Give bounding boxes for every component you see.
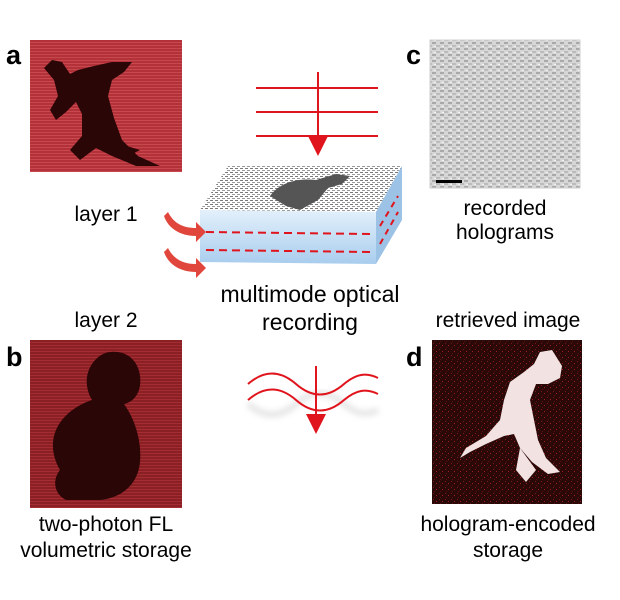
panel-letter-d: d [406,342,423,372]
curved-arrow-icon [164,212,206,278]
panel-b-image [30,340,182,508]
slab-kangaroo [270,174,350,210]
caption-layer-2: layer 2 [74,309,138,332]
kangaroo-silhouette-a [44,60,160,166]
panel-letter-a: a [6,40,22,70]
center-caption-line2: recording [262,309,358,335]
caption-b-line2: volumetric storage [20,539,192,562]
caption-layer-1: layer 1 [74,203,138,226]
storage-slab [200,166,402,264]
koala-silhouette-b [52,351,141,500]
caption-d-line2: storage [472,539,544,562]
panel-letter-b: b [6,342,23,372]
panel-d-image [432,340,582,504]
panel-c-image [429,39,581,189]
panel-a-image [30,40,182,189]
kangaroo-reconstruction-d [460,350,562,474]
caption-retrieved-image: retrieved image [435,309,581,332]
caption-b-line1: two-photon FL [38,513,174,536]
center-caption-line1: multimode optical [220,281,400,307]
writing-beam-icon [256,72,378,156]
caption-c-line1: recorded [463,197,547,220]
reading-wave-icon [246,366,380,434]
caption-c-line2: holograms [455,221,555,244]
caption-d-line1: hologram-encoded [420,513,596,536]
panel-letter-c: c [406,40,422,70]
